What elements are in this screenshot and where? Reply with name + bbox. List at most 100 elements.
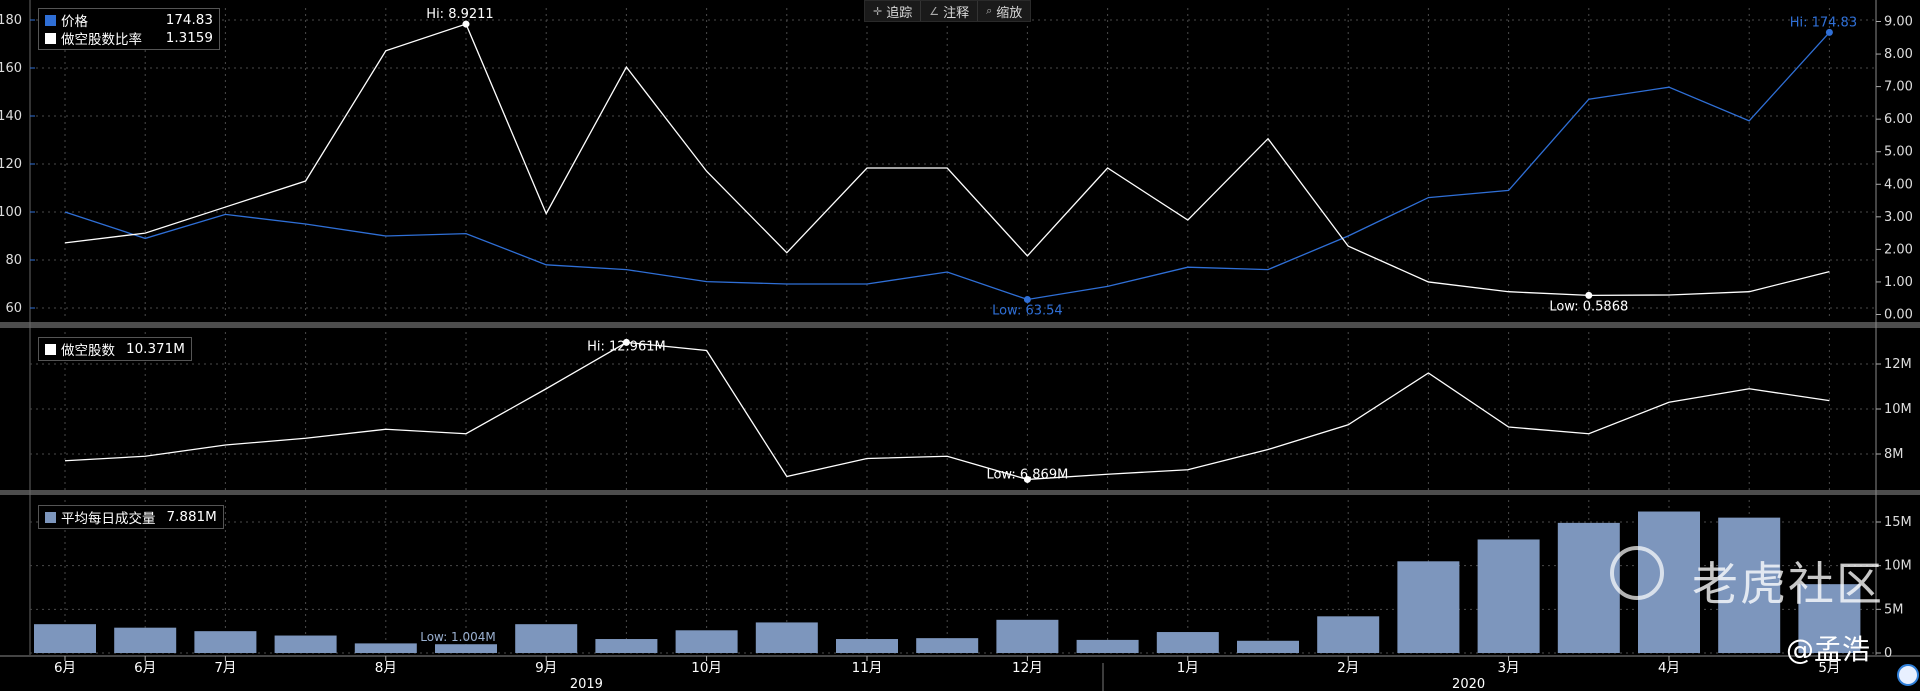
x-tick-label: 9月 (535, 660, 557, 676)
y-tick-label-right: 1.00 (1884, 275, 1913, 290)
volume-bar (996, 619, 1059, 653)
volume-bar (1076, 639, 1139, 653)
crosshair-icon: ✛ (873, 4, 883, 18)
watermark-user: @孟浩 (1786, 633, 1871, 666)
short-ratio-line (64, 23, 1830, 297)
y-tick-label-left: 80 (5, 253, 22, 268)
volume-bar (1156, 632, 1219, 653)
legend-value-volume: 7.881M (166, 509, 217, 525)
volume-bar (595, 639, 658, 653)
y-tick-label-right: 10M (1884, 402, 1912, 417)
y-tick-label-right: 9.00 (1884, 15, 1913, 30)
corner-app-icon[interactable] (1897, 664, 1919, 686)
watermark-brand: 老虎社区 (1692, 557, 1884, 611)
legend-value-short: 10.371M (126, 341, 185, 357)
ratio-swatch (45, 32, 56, 44)
y-tick-label-right: 6.00 (1884, 112, 1913, 127)
y-tick-label-right: 8.00 (1884, 47, 1913, 62)
y-tick-label-right: 3.00 (1884, 210, 1913, 225)
annotation-label: Low: 1.004M (420, 630, 496, 644)
y-tick-label-left: 160 (0, 61, 22, 76)
volume-bar (194, 631, 257, 653)
annotation-label: Low: 0.5868 (1549, 299, 1628, 314)
y-tick-label-right: 5.00 (1884, 145, 1913, 160)
zoom-label: 缩放 (996, 5, 1023, 21)
legend-item-volume[interactable]: 平均每日成交量 7.881M (45, 508, 217, 527)
magnifier-icon: ⌕ (986, 4, 993, 17)
volume-bar (515, 624, 578, 653)
annotation-label: Hi: 8.9211 (426, 7, 493, 22)
annotation-marker (1585, 291, 1593, 299)
x-tick-label: 1月 (1177, 660, 1199, 676)
x-tick-label: 3月 (1498, 660, 1520, 676)
chart-toolbar: ✛ 追踪 ∠ 注释 ⌕ 缩放 (864, 0, 1032, 22)
legend-value-ratio: 1.3159 (165, 30, 213, 46)
x-tick-label: 12月 (1012, 660, 1043, 676)
volume-bar (435, 644, 497, 653)
volume-bar (1397, 561, 1460, 653)
y-tick-label-left: 60 (5, 301, 22, 316)
volume-bar (755, 622, 818, 653)
annotate-button[interactable]: ∠ 注释 (921, 1, 979, 21)
volume-bar (354, 643, 417, 653)
volume-bar (1477, 539, 1540, 653)
volume-bar (916, 638, 979, 653)
annotation-label: Hi: 174.83 (1790, 15, 1857, 30)
x-tick-label: 7月 (214, 660, 236, 676)
annotation-marker (462, 20, 470, 28)
x-tick-label: 6月 (54, 660, 76, 676)
y-tick-label-left: 120 (0, 157, 22, 172)
legend-label-price: 价格 (61, 14, 88, 30)
x-tick-label: 6月 (134, 660, 156, 676)
annotation-marker (1023, 296, 1031, 304)
short-swatch (45, 343, 56, 355)
panel-separator (0, 322, 1920, 328)
y-tick-label-right: 2.00 (1884, 242, 1913, 257)
volume-bar (34, 624, 96, 653)
x-year-label: 2019 (570, 677, 603, 691)
volume-swatch (45, 511, 56, 523)
volume-bar (1557, 522, 1620, 653)
legend-item-ratio[interactable]: 做空股数比率 1.3159 (45, 29, 213, 48)
pencil-icon: ∠ (929, 4, 940, 18)
x-tick-label: 11月 (852, 660, 883, 676)
zoom-button[interactable]: ⌕ 缩放 (978, 1, 1030, 21)
y-tick-label-right: 0 (1884, 646, 1892, 661)
track-button[interactable]: ✛ 追踪 (865, 1, 922, 21)
x-tick-label: 10月 (691, 660, 722, 676)
y-tick-label-right: 15M (1884, 515, 1912, 530)
volume-bar (1798, 584, 1861, 653)
annotation-label: Low: 63.54 (992, 304, 1063, 319)
legend-item-price[interactable]: 价格 174.83 (45, 11, 213, 30)
annotation-marker (1825, 28, 1833, 36)
annotate-label: 注释 (943, 5, 970, 21)
legend-price-panel: 价格 174.83 做空股数比率 1.3159 (38, 8, 220, 50)
volume-bar (1718, 517, 1781, 653)
y-tick-label-left: 100 (0, 205, 22, 220)
y-tick-label-right: 12M (1884, 357, 1912, 372)
volume-bar (1237, 640, 1299, 653)
y-tick-label-right: 5M (1884, 602, 1904, 617)
volume-bar (836, 639, 898, 653)
legend-item-short[interactable]: 做空股数 10.371M (45, 340, 185, 359)
legend-volume-panel: 平均每日成交量 7.881M (38, 505, 224, 529)
y-tick-label-right: 7.00 (1884, 80, 1913, 95)
y-tick-label-right: 0.00 (1884, 308, 1913, 323)
annotation-label: Hi: 12.961M (587, 339, 666, 354)
legend-label-ratio: 做空股数比率 (61, 32, 142, 48)
x-tick-label: 2月 (1337, 660, 1359, 676)
watermark-logo-icon (1610, 546, 1664, 600)
x-tick-label: 8月 (375, 660, 397, 676)
volume-bar (114, 627, 177, 653)
annotation-label: Low: 6.869M (986, 467, 1068, 482)
track-label: 追踪 (886, 5, 913, 21)
volume-bar (1317, 616, 1380, 653)
y-tick-label-left: 180 (0, 13, 22, 28)
price-swatch (45, 14, 56, 26)
y-tick-label-left: 140 (0, 109, 22, 124)
legend-label-short: 做空股数 (61, 343, 115, 359)
price-line (64, 31, 1830, 301)
x-tick-label: 5月 (1818, 660, 1840, 676)
y-tick-label-right: 4.00 (1884, 177, 1913, 192)
